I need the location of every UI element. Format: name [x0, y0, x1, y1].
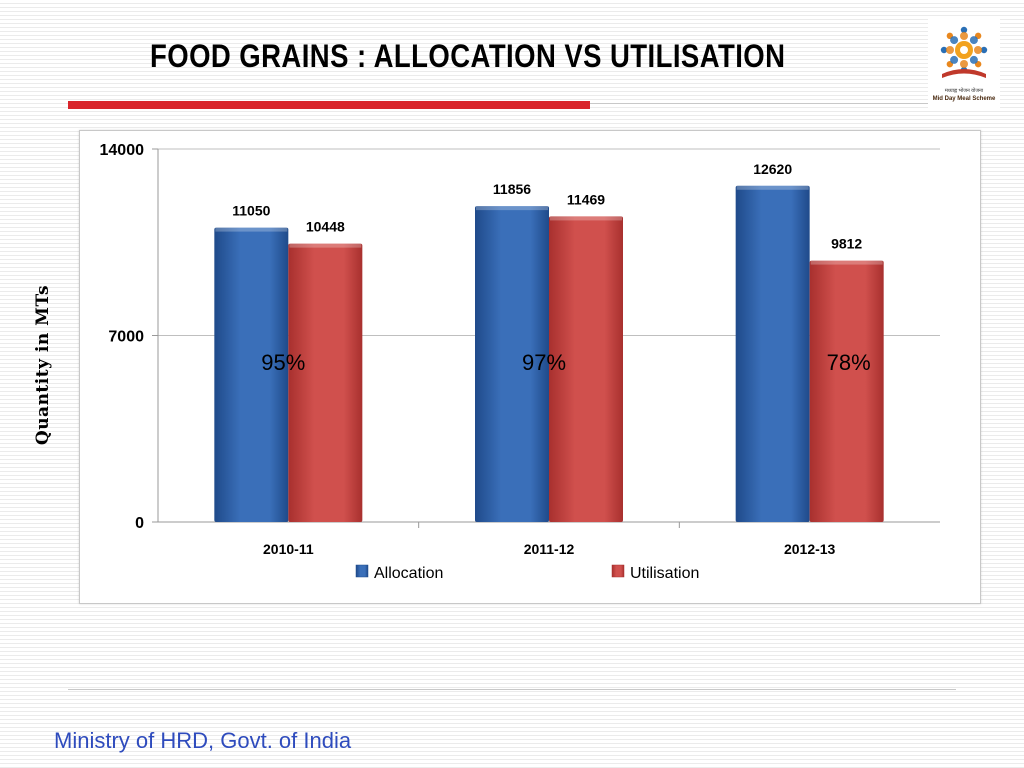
bar-utilisation-2010-11: [288, 243, 363, 522]
footer-text: Ministry of HRD, Govt. of India: [54, 728, 352, 753]
legend-swatch: [355, 564, 369, 578]
legend-item-allocation: Allocation: [355, 564, 443, 582]
slide-title: FOOD GRAINS : ALLOCATION VS UTILISATION: [150, 38, 786, 74]
x-tick-label: 2011-12: [524, 541, 575, 557]
y-axis-title: Quantity in MTs: [33, 284, 53, 446]
y-tick-label: 0: [135, 515, 144, 532]
mid-day-meal-logo: मध्याह्न भोजन योजना Mid Day Meal Scheme: [928, 16, 1000, 108]
title-underline-red: [68, 101, 590, 109]
bar-utilisation-2011-12: [549, 216, 623, 522]
legend-swatch: [611, 564, 625, 578]
logo-hindi-text: मध्याह्न भोजन योजना: [944, 88, 984, 94]
logo-english-text: Mid Day Meal Scheme: [932, 96, 996, 102]
data-label: 12620: [753, 161, 792, 177]
legend-label: Allocation: [374, 565, 443, 582]
data-label: 9812: [831, 236, 862, 252]
bar-allocation-2010-11: [214, 227, 289, 522]
x-tick-label: 2012-13: [784, 541, 836, 557]
data-label: 11856: [493, 181, 531, 197]
utilisation-percent-annotation: 95%: [261, 350, 305, 375]
bar-allocation-2011-12: [475, 206, 549, 522]
footer-divider: [68, 689, 956, 690]
legend-label: Utilisation: [630, 565, 699, 582]
data-label: 10448: [306, 219, 345, 235]
bar-utilisation-2012-13: [809, 260, 884, 522]
utilisation-percent-annotation: 97%: [522, 350, 566, 375]
legend-item-utilisation: Utilisation: [611, 564, 699, 582]
data-label: 11050: [232, 203, 270, 219]
y-tick-label: 7000: [108, 329, 144, 346]
title-underline-grey: [590, 103, 928, 104]
bar-allocation-2012-13: [735, 185, 810, 522]
data-label: 11469: [567, 191, 605, 207]
mid-day-meal-emblem-icon: [940, 26, 988, 78]
x-tick-label: 2010-11: [263, 541, 314, 557]
utilisation-percent-annotation: 78%: [827, 350, 871, 375]
y-tick-label: 14000: [100, 142, 145, 159]
